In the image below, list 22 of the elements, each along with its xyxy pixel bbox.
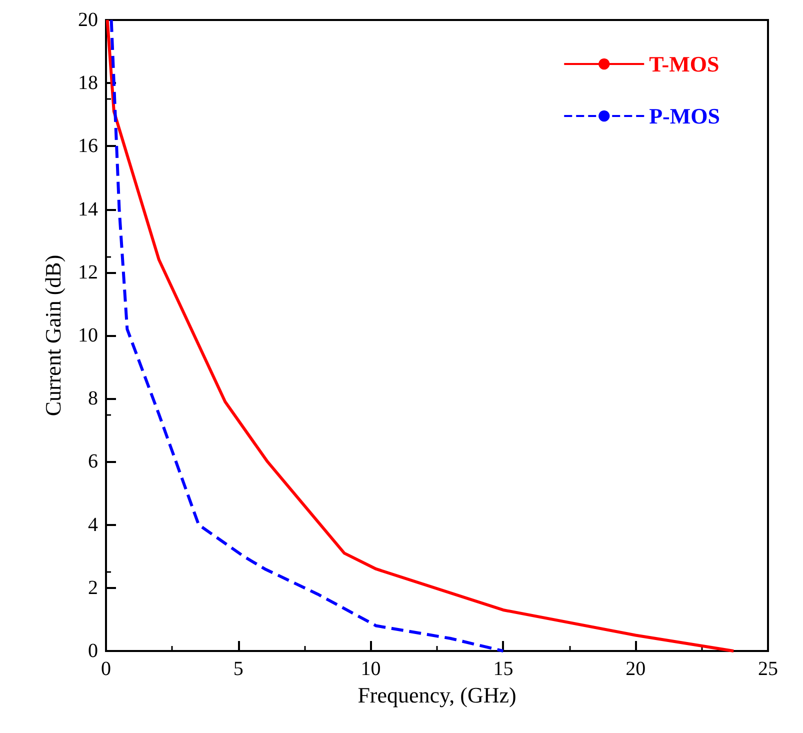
line-series [106,18,736,652]
x-tick-label: 10 [360,658,381,680]
x-tick-label: 5 [233,658,244,680]
x-tick-label: 20 [626,658,646,680]
y-tick-label: 2 [88,576,98,599]
y-axis-title: Current Gain (dB) [40,254,66,416]
y-tick-label: 6 [88,450,98,473]
y-tick-label: 8 [88,388,98,410]
y-tick-label: 16 [78,135,98,158]
x-tick-label: 15 [493,658,514,680]
x-axis-title: Frequency, (GHz) [358,682,516,708]
y-tick-label: 4 [88,514,98,536]
legend-label: P-MOS [649,104,720,128]
legend-label: T-MOS [649,52,720,76]
y-tick-label: 14 [78,198,98,220]
y-tick-label: 12 [78,261,98,284]
y-tick-label: 18 [78,72,98,94]
line-series [110,18,505,652]
y-tick-label: 0 [88,640,98,662]
y-tick-label: 10 [78,324,98,346]
y-tick-label: 20 [78,9,98,31]
x-tick-label: 25 [758,658,778,680]
